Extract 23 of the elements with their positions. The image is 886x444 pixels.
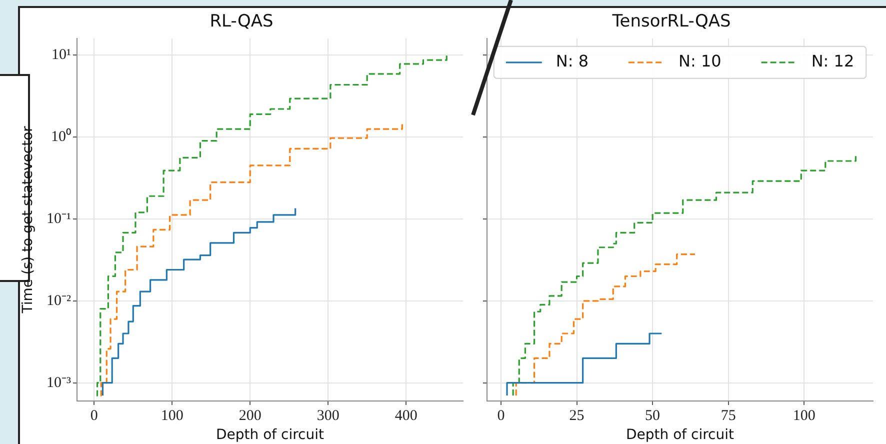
x-axis-title: Depth of circuit <box>626 427 735 444</box>
x-tick-label: 0 <box>497 408 505 424</box>
legend-label: N: 8 <box>556 52 589 71</box>
y-tick-label: 10⁻³ <box>46 374 72 391</box>
x-tick-label: 0 <box>90 408 98 424</box>
x-axis-title: Depth of circuit <box>216 427 325 444</box>
chart-title: RL-QAS <box>210 12 274 32</box>
x-tick-label: 100 <box>160 408 184 424</box>
legend-label: N: 10 <box>678 52 722 71</box>
x-tick-label: 50 <box>645 408 660 424</box>
chart-title: TensorRL-QAS <box>611 12 731 32</box>
y-tick-label: 10¹ <box>52 47 71 64</box>
legend-label: N: 12 <box>811 52 854 71</box>
x-tick-label: 75 <box>720 408 736 424</box>
x-tick-label: 200 <box>238 408 262 424</box>
x-tick-label: 25 <box>569 408 584 424</box>
y-tick-label: 10⁻¹ <box>46 210 71 227</box>
x-tick-label: 400 <box>394 408 418 424</box>
y-tick-label: 10⁰ <box>51 128 71 145</box>
y-axis-title: Time (s) to get statevector <box>20 126 36 314</box>
x-tick-label: 100 <box>792 408 816 424</box>
y-tick-label: 10⁻² <box>46 292 72 309</box>
x-tick-label: 300 <box>316 408 340 424</box>
